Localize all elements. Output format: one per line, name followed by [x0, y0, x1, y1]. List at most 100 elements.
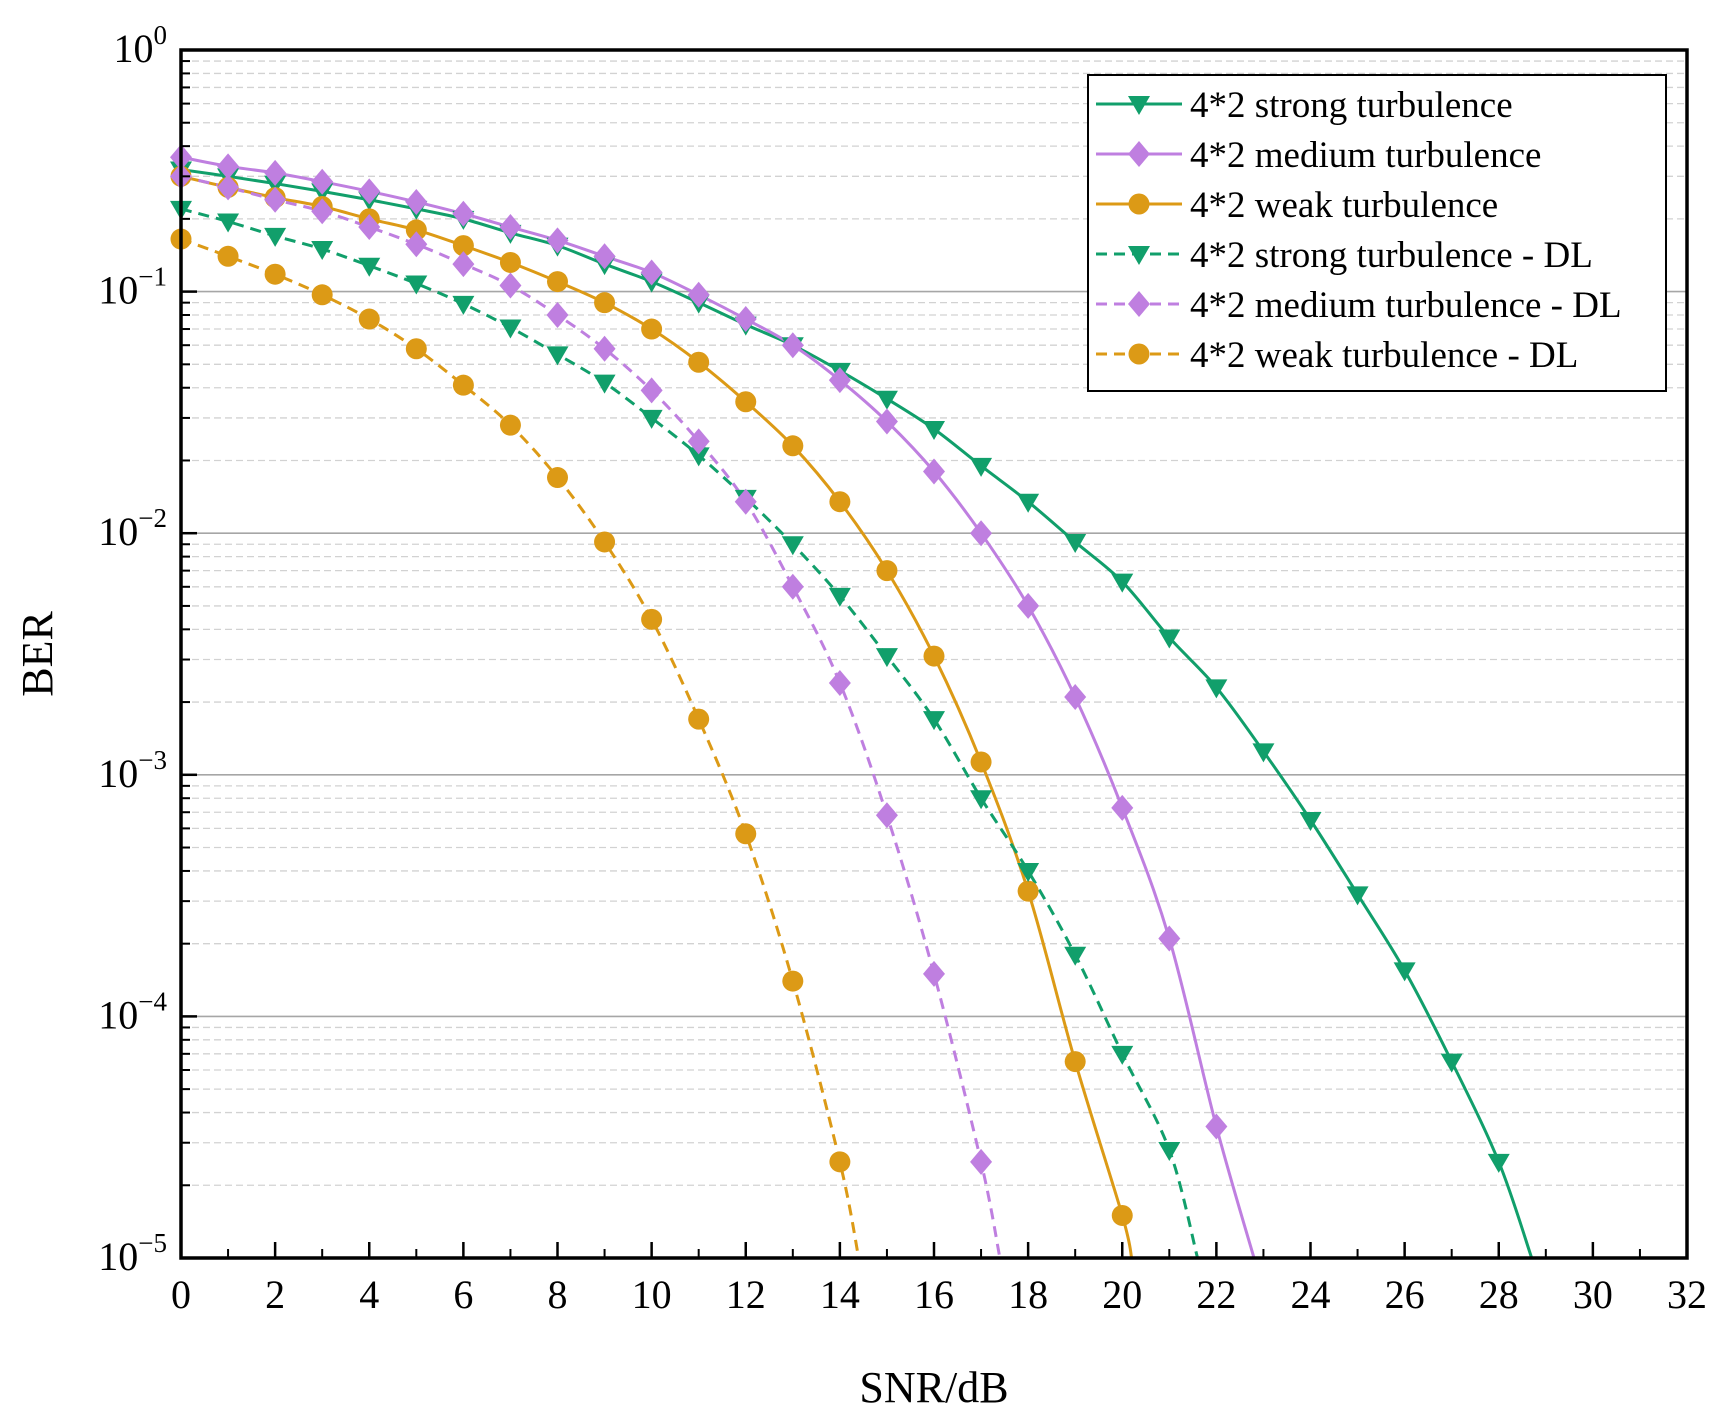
series-3-point: [594, 292, 616, 314]
series-2-point: [452, 200, 475, 227]
series-1-point: [1064, 533, 1087, 553]
series-2-point: [1205, 1113, 1228, 1140]
series-3-point: [688, 351, 710, 373]
series-2-point: [1111, 794, 1134, 821]
series-5-point: [499, 272, 522, 299]
series-5-point: [264, 186, 287, 213]
series-4-point: [923, 711, 945, 731]
series-6-point: [264, 263, 286, 285]
series-4-point: [970, 790, 993, 810]
series-5-point: [452, 251, 475, 278]
y-tick-base: 10: [98, 268, 138, 313]
series-2-point: [546, 227, 569, 254]
series-5-point: [405, 231, 428, 258]
series-line-5: [180, 174, 1002, 1259]
series-2-point: [875, 408, 898, 435]
series-4-point: [781, 536, 804, 556]
series-2-point: [781, 332, 804, 359]
y-tick-label: 10−1: [98, 262, 167, 313]
x-tick-labels: 0 2 4 6 8 10 12 14 16 18 20 22 24 26 28 30 32: [171, 1272, 1707, 1317]
series-2-point: [405, 188, 428, 215]
series-4-point: [358, 257, 381, 277]
legend-label: 4*2 strong turbulence - DL: [1190, 235, 1593, 276]
x-tick-label: 32: [1667, 1272, 1707, 1317]
series-3-point: [547, 271, 568, 293]
series-1-point: [1393, 962, 1416, 982]
series-3-point: [829, 491, 851, 513]
series-3-point: [970, 751, 992, 773]
series-6-point: [452, 374, 474, 396]
y-tick-exponent: −2: [138, 503, 167, 533]
x-tick-label: 30: [1573, 1272, 1613, 1317]
y-tick-base: 10: [98, 751, 138, 796]
series-5-point: [311, 198, 334, 225]
series-1-point: [875, 390, 898, 410]
series-6-point: [829, 1151, 851, 1173]
legend-label: 4*2 medium turbulence - DL: [1190, 285, 1622, 326]
x-tick-label: 10: [632, 1272, 672, 1317]
x-tick-label: 18: [1008, 1272, 1048, 1317]
legend-label: 4*2 medium turbulence: [1190, 135, 1541, 176]
series-5-point: [593, 335, 616, 362]
series-5-point: [640, 377, 663, 404]
y-tick-exponent: −5: [138, 1228, 167, 1258]
y-tick-label: 10−2: [98, 503, 167, 554]
series-4-point: [452, 295, 475, 315]
y-tick-base: 10: [98, 509, 138, 554]
series-5-point: [217, 174, 240, 201]
series-3-point: [782, 435, 804, 457]
y-axis-label: BER: [13, 611, 62, 697]
legend-marker: [1128, 343, 1150, 365]
series-2-point: [970, 520, 993, 547]
y-tick-label: 10−4: [98, 986, 167, 1037]
series-line-6: [180, 237, 861, 1259]
series-6-point: [217, 245, 239, 267]
series-3-point: [1017, 880, 1039, 902]
series-4-point: [499, 319, 522, 339]
series-4-point: [264, 227, 287, 247]
x-tick-label: 28: [1479, 1272, 1519, 1317]
legend-label: 4*2 weak turbulence - DL: [1190, 335, 1578, 376]
series-2-point: [828, 367, 851, 394]
series-1-point: [1111, 573, 1134, 593]
y-tick-exponent: −1: [138, 262, 167, 292]
series-3-point: [499, 251, 521, 273]
series-5-point: [875, 802, 898, 829]
series-3-point: [876, 560, 898, 582]
series-2-point: [1017, 592, 1040, 619]
series-1-point: [1158, 629, 1181, 649]
x-tick-label: 8: [548, 1272, 568, 1317]
series-3-point: [405, 219, 427, 241]
series-1-point: [1487, 1153, 1510, 1173]
series-2-point: [264, 159, 287, 186]
series-3-point: [1064, 1051, 1086, 1073]
series-6-point: [358, 308, 380, 330]
legend-label: 4*2 strong turbulence: [1190, 85, 1513, 126]
x-tick-label: 26: [1385, 1272, 1425, 1317]
legend-marker: [1128, 193, 1150, 215]
x-tick-label: 24: [1291, 1272, 1331, 1317]
series-6-point: [782, 970, 804, 992]
y-tick-exponent: −3: [138, 745, 167, 775]
y-tick-base: 10: [98, 992, 138, 1037]
series-6-point: [499, 414, 521, 436]
series-1-point: [1017, 493, 1040, 513]
legend-marker: [1128, 291, 1150, 317]
series-4-point: [875, 648, 898, 668]
legend: 4*2 strong turbulence 4*2 medium turbulen…: [1087, 74, 1667, 392]
legend-marker: [1128, 96, 1150, 115]
axis-ticks: [179, 48, 1689, 1260]
series-3-point: [1111, 1204, 1133, 1226]
series-4-point: [1017, 862, 1040, 882]
x-tick-label: 6: [453, 1272, 473, 1317]
series-4-point: [593, 374, 616, 394]
series-2-point: [311, 168, 334, 195]
series-6-point: [311, 284, 333, 306]
series-3-point: [641, 318, 663, 340]
series-line-3: [180, 174, 1134, 1259]
series-1-point: [970, 457, 993, 477]
y-tick-base: 10: [114, 26, 154, 71]
series-2-point: [593, 243, 616, 270]
series-2-point: [217, 153, 240, 180]
series-4-point: [828, 587, 851, 607]
